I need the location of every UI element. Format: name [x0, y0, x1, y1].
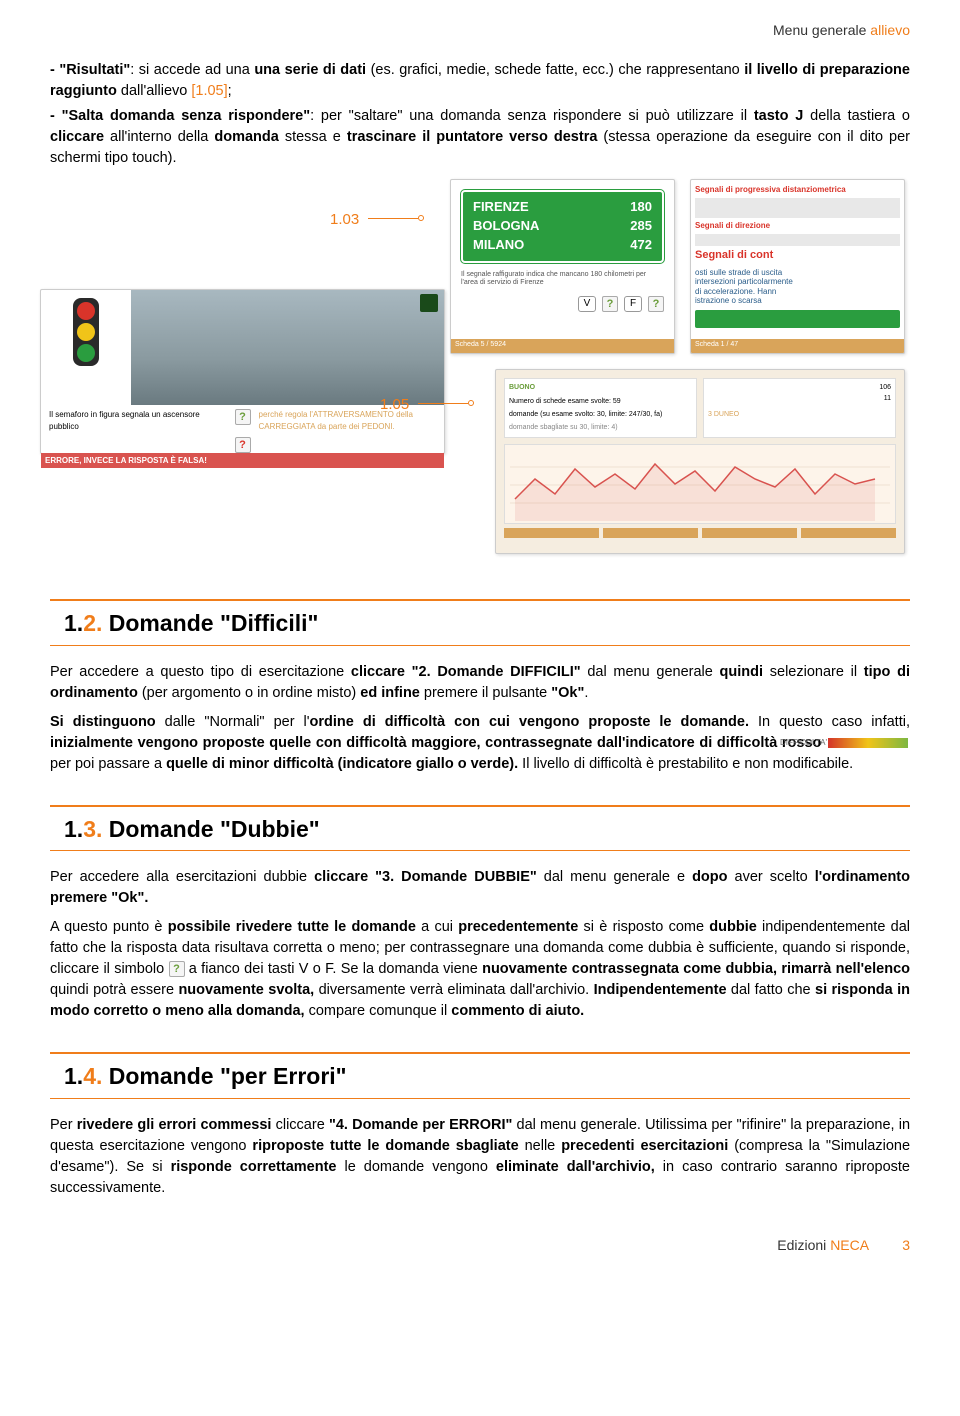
btn-f: F: [624, 296, 642, 312]
section-13-header: 1.3. Domande "Dubbie": [50, 805, 910, 851]
pedestrian-photo: [131, 290, 444, 405]
traffic-caption: Il semaforo in figura segnala un ascenso…: [49, 409, 227, 432]
section-14-title: Domande "per Errori": [102, 1063, 346, 1089]
line-chart: [504, 444, 896, 524]
schede-count: Numero di schede esame svolte: 59: [509, 397, 692, 407]
section-13-p2: A questo punto è possibile rivedere tutt…: [50, 917, 910, 1022]
page-number: 3: [902, 1237, 910, 1253]
section-12-p2: Si distinguono dalle "Normali" per l'ord…: [50, 712, 910, 775]
bullet2-label: - "Salta domanda senza rispondere": [50, 108, 310, 124]
header-text: Menu generale: [773, 22, 866, 38]
sign-caption: Il segnale raffigurato indica che mancan…: [461, 271, 664, 286]
screenshots-collage: 1.03 FIRENZE180 BOLOGNA285 MILANO472 Il …: [50, 179, 910, 559]
screenshot-103: FIRENZE180 BOLOGNA285 MILANO472 Il segna…: [450, 179, 675, 354]
media-text: domande (su esame svolto: 30, limite: 24…: [509, 410, 692, 420]
btn-q: ?: [602, 296, 618, 312]
btn-q2: ?: [648, 296, 664, 312]
section-12-title: Domande "Difficili": [102, 610, 318, 636]
question-mark-icon: ?: [169, 961, 185, 977]
figure-label-103: 1.03: [330, 209, 359, 231]
bullet-salta: - "Salta domanda senza rispondere": per …: [50, 106, 910, 169]
section-12-header: 1.2. Domande "Difficili": [50, 599, 910, 645]
rating-value: BUONO: [509, 384, 535, 391]
btn-v: V: [578, 296, 596, 312]
bullet1-label: - "Risultati": [50, 62, 130, 78]
section-13-p1: Per accedere alla esercitazioni dubbie c…: [50, 867, 910, 909]
traffic-light-icon: [73, 298, 99, 366]
bullet-risultati: - "Risultati": si accede ad una una seri…: [50, 60, 910, 102]
page-header: Menu generale allievo: [50, 20, 910, 40]
header-highlight: allievo: [870, 22, 910, 38]
road-sign: FIRENZE180 BOLOGNA285 MILANO472: [461, 190, 664, 263]
difficulty-indicator: DIFFICOLTA': [828, 738, 908, 748]
mini-sign: [695, 310, 900, 328]
screenshot-side-103: Segnali di progressiva distanziometrica …: [690, 179, 905, 354]
screenshot-104: Il semaforo in figura segnala un ascenso…: [40, 289, 445, 454]
screenshot-105: BUONO Numero di schede esame svolte: 59 …: [495, 369, 905, 554]
section-12-p1: Per accedere a questo tipo di esercitazi…: [50, 662, 910, 704]
figure-label-105: 1.05: [380, 394, 409, 416]
section-13-title: Domande "Dubbie": [102, 816, 319, 842]
error-banner: ERRORE, INVECE LA RISPOSTA È FALSA!: [41, 453, 444, 469]
ref-105: [1.05]: [191, 83, 227, 99]
traffic-note: perché regola l'ATTRAVERSAMENTO della CA…: [259, 409, 437, 432]
status-bar: Scheda 5 / 5924: [451, 339, 674, 353]
page-footer: Edizioni NECA 3: [50, 1235, 910, 1255]
section-14-header: 1.4. Domande "per Errori": [50, 1052, 910, 1098]
publisher-prefix: Edizioni: [777, 1237, 826, 1253]
publisher-name: NECA: [830, 1237, 868, 1253]
section-14-p1: Per rivedere gli errori commessi cliccar…: [50, 1115, 910, 1199]
